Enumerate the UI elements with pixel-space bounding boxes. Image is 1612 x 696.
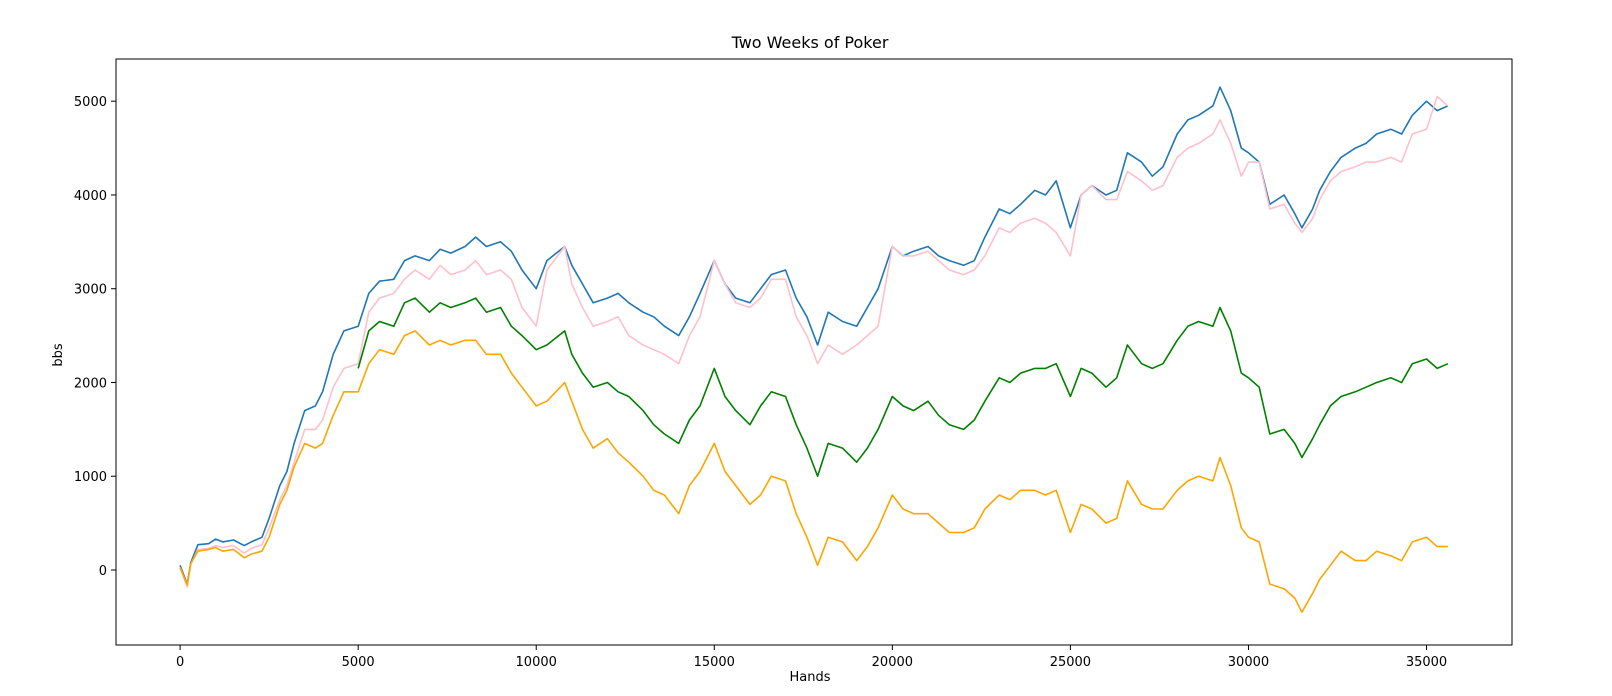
y-tick-label: 5000 (74, 95, 107, 110)
series-layer (179, 86, 1449, 614)
series-line-4 (179, 330, 1448, 614)
series-line-1 (179, 86, 1449, 585)
series-line-3 (357, 297, 1449, 478)
x-tick-label: 25000 (1050, 655, 1091, 670)
x-axis: 0 5000 10000 15000 20000 25000 30000 35000 (176, 645, 1447, 670)
x-tick-label: 10000 (516, 655, 557, 670)
x-axis-label: Hands (789, 670, 830, 685)
y-tick-label: 1000 (74, 470, 107, 485)
x-tick-label: 0 (176, 655, 184, 670)
x-tick-label: 15000 (694, 655, 735, 670)
x-tick-label: 30000 (1228, 655, 1269, 670)
y-axis-label: bbs (51, 343, 66, 367)
y-axis: 0 1000 2000 3000 4000 5000 (74, 95, 116, 579)
series-line-2 (179, 95, 1449, 588)
y-tick-label: 0 (99, 564, 107, 579)
y-tick-label: 2000 (74, 376, 107, 391)
x-tick-label: 35000 (1406, 655, 1447, 670)
x-tick-label: 5000 (342, 655, 375, 670)
y-tick-label: 4000 (74, 189, 107, 204)
chart-title: Two Weeks of Poker (731, 33, 889, 52)
x-tick-label: 20000 (872, 655, 913, 670)
y-tick-label: 3000 (74, 283, 107, 298)
plot-frame (115, 58, 1513, 646)
